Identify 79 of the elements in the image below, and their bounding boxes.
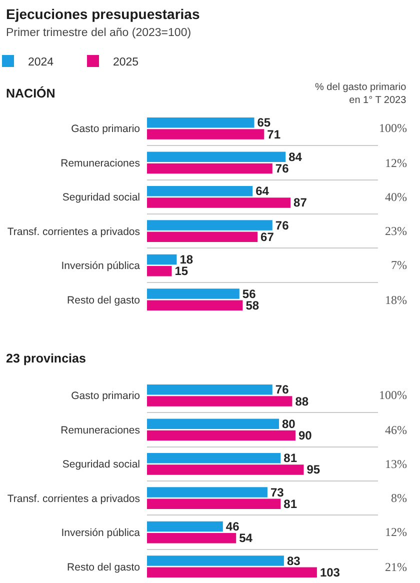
- bar: [147, 452, 281, 464]
- data-label: 54: [239, 531, 253, 546]
- bar: [147, 384, 272, 395]
- legend-label: 2025: [113, 56, 139, 68]
- text: 23 provincias: [6, 351, 86, 366]
- y-tick-label: Inversión pública: [61, 260, 140, 272]
- data-label: 90: [298, 428, 312, 442]
- bar: [147, 487, 268, 498]
- data-label: 15: [174, 264, 188, 278]
- text: 40%: [385, 190, 407, 204]
- data-label: 65: [257, 116, 271, 130]
- bar: [147, 430, 296, 441]
- y-tick-label: Gasto primario: [71, 390, 140, 402]
- data-label: 67: [260, 230, 274, 244]
- data-label: 81: [284, 451, 298, 466]
- data-label: 64: [256, 184, 270, 198]
- data-label: 76: [275, 161, 290, 176]
- data-label: 95: [306, 462, 320, 477]
- y-tick-label: Resto del gasto: [67, 294, 140, 306]
- y-tick-label: Remuneraciones: [60, 424, 140, 436]
- data-label: 46: [226, 520, 240, 534]
- data-label: 76: [275, 382, 290, 397]
- legend-label: 2024: [28, 56, 54, 68]
- bar: [147, 567, 317, 578]
- bar: [147, 464, 304, 475]
- data-label: 83: [286, 554, 301, 568]
- bar: [147, 129, 264, 140]
- bar: [147, 232, 258, 242]
- data-label: 103: [320, 565, 340, 580]
- data-label: 71: [267, 127, 281, 142]
- data-label: 58: [246, 298, 260, 312]
- bar: [147, 498, 281, 510]
- text: 12%: [385, 156, 407, 170]
- data-label: 18: [180, 252, 194, 267]
- bar: [147, 220, 272, 230]
- text: Ejecuciones presupuestarias: [6, 6, 201, 22]
- text: 7%: [391, 258, 407, 272]
- text: % del gasto primario en 1° T 2023: [315, 82, 407, 106]
- text: Primer trimestre del año (2023=100): [6, 26, 192, 40]
- bar: [147, 198, 291, 208]
- text: 100%: [379, 121, 407, 135]
- y-tick-label: Transf. corrientes a privados: [7, 226, 140, 238]
- y-tick-label: Resto del gasto: [67, 561, 140, 574]
- bar: [147, 186, 253, 196]
- bar: [147, 266, 172, 276]
- y-tick-label: Remuneraciones: [60, 157, 140, 170]
- text: 23%: [385, 224, 407, 238]
- text: 21%: [385, 560, 407, 574]
- data-label: 88: [295, 394, 309, 408]
- data-label: 81: [284, 496, 298, 511]
- bar: [147, 288, 240, 299]
- data-label: 73: [270, 485, 284, 500]
- data-label: 56: [242, 286, 256, 301]
- text: 12%: [385, 525, 407, 539]
- y-tick-label: Inversión pública: [61, 527, 140, 540]
- text: 46%: [385, 423, 407, 437]
- data-label: 80: [282, 416, 296, 431]
- data-label: 84: [288, 150, 302, 164]
- y-tick-label: Seguridad social: [62, 192, 140, 204]
- data-label: 87: [294, 196, 308, 210]
- text: 8%: [391, 491, 407, 505]
- bar: [147, 521, 223, 532]
- bar: [147, 152, 286, 162]
- text: NACIÓN: [6, 85, 56, 100]
- text: 18%: [385, 293, 407, 307]
- bar: [147, 533, 236, 544]
- y-tick-label: Gasto primario: [71, 123, 140, 136]
- data-label: 76: [275, 218, 290, 232]
- bar: [147, 396, 292, 406]
- bar: [147, 117, 254, 128]
- bar: [147, 254, 177, 265]
- bar: [147, 556, 284, 566]
- bar: [147, 418, 279, 429]
- bar: [147, 300, 243, 311]
- y-tick-label: Transf. corrientes a privados: [7, 492, 140, 505]
- text: 100%: [379, 388, 407, 402]
- text: 13%: [385, 457, 407, 471]
- bar: [147, 163, 272, 174]
- y-tick-label: Seguridad social: [62, 458, 140, 471]
